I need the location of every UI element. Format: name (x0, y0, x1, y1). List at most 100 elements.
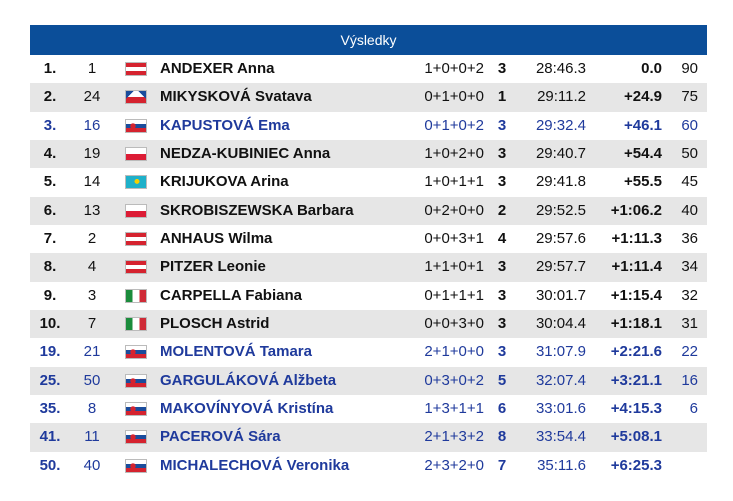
time: 29:32.4 (535, 116, 586, 134)
rank: 4. (43, 144, 57, 162)
time: 32:07.4 (535, 371, 586, 389)
penalties: 3 (497, 173, 507, 191)
behind: +54.4 (624, 144, 662, 162)
shooting: 1+0+1+1 (424, 173, 484, 191)
bib: 14 (83, 173, 101, 191)
time: 33:54.4 (535, 428, 586, 446)
name: PITZER Leonie (160, 258, 266, 276)
time: 29:57.7 (535, 258, 586, 276)
points: 34 (681, 258, 698, 276)
name: ANDEXER Anna (160, 60, 275, 77)
points: 36 (681, 229, 698, 247)
shooting: 1+0+2+0 (424, 144, 484, 162)
rank: 25. (39, 371, 61, 389)
name: MOLENTOVÁ Tamara (160, 343, 312, 361)
penalties: 6 (497, 399, 507, 417)
table-header: Výsledky (30, 25, 707, 55)
penalties: 1 (497, 88, 507, 106)
penalties: 3 (497, 144, 507, 162)
result-row: 41. 11 PACEROVÁ Sára 2+1+3+2 8 33:54.4 +5:08.1 (30, 423, 707, 452)
name: MICHALECHOVÁ Veronika (160, 456, 350, 474)
time: 29:52.5 (535, 201, 586, 219)
result-row: 5. 14 KRIJUKOVA Arina 1+0+1+1 3 29:41.8 +55.5 4… (30, 168, 707, 196)
behind: +1:06.2 (610, 201, 662, 219)
bib: 19 (83, 144, 101, 162)
table-body: 1. 1 ANDEXER Anna 1+0+0+2 3 28:46.3 0.0 90 2. 24 M… (30, 55, 707, 480)
result-row: 35. 8 MAKOVÍNYOVÁ Kristína 1+3+1+1 6 33:01.6 +… (30, 395, 707, 423)
shooting: 2+1+0+0 (424, 343, 484, 361)
rank: 10. (39, 314, 61, 332)
result-row: 19. 21 MOLENTOVÁ Tamara 2+1+0+0 3 31:07.9 +2:2… (30, 338, 707, 366)
flag-icon (125, 203, 147, 218)
shooting: 2+3+2+0 (424, 456, 484, 474)
time: 29:40.7 (535, 144, 586, 162)
flag-icon (125, 118, 147, 133)
name: MAKOVÍNYOVÁ Kristína (160, 399, 334, 417)
points: 45 (681, 173, 698, 191)
bib: 11 (84, 428, 100, 446)
time: 28:46.3 (535, 60, 586, 77)
penalties: 4 (497, 229, 507, 247)
behind: +5:08.1 (610, 428, 662, 446)
result-row: 25. 50 GARGULÁKOVÁ Alžbeta 0+3+0+2 5 32:07.4 +… (30, 366, 707, 395)
points: 6 (689, 399, 698, 417)
bib: 50 (83, 371, 101, 389)
flag-icon (125, 345, 147, 360)
result-row: 6. 13 SKROBISZEWSKA Barbara 0+2+0+0 2 29:52.5… (30, 196, 707, 225)
result-row: 4. 19 NEDZA-KUBINIEC Anna 1+0+2+0 3 29:40.7 +5… (30, 139, 707, 169)
bib: 4 (87, 258, 97, 276)
penalties: 3 (497, 314, 507, 332)
bib: 1 (87, 60, 97, 77)
name: NEDZA-KUBINIEC Anna (160, 144, 331, 162)
rank: 7. (43, 229, 57, 247)
result-row: 2. 24 MIKYSKOVÁ Svatava 0+1+0+0 1 29:11.2 +24.… (30, 83, 707, 112)
bib: 7 (87, 314, 97, 332)
behind: +24.9 (624, 88, 662, 106)
flag-icon (125, 175, 147, 190)
time: 29:11.2 (537, 88, 586, 106)
shooting: 0+2+0+0 (424, 201, 484, 219)
behind: +1:18.1 (610, 314, 662, 332)
bib: 24 (83, 88, 101, 106)
behind: +55.5 (624, 173, 662, 191)
flag-icon (125, 90, 147, 105)
penalties: 2 (497, 201, 507, 219)
behind: +1:11.4 (611, 258, 662, 276)
rank: 19. (39, 343, 61, 361)
name: KAPUSTOVÁ Ema (160, 116, 290, 134)
time: 30:01.7 (535, 286, 586, 304)
rank: 50. (39, 456, 61, 474)
shooting: 0+3+0+2 (424, 371, 484, 389)
behind: 0.0 (641, 60, 662, 77)
name: ANHAUS Wilma (160, 229, 273, 247)
result-row: 50. 40 MICHALECHOVÁ Veronika 2+3+2+0 7 35:11.… (30, 452, 707, 480)
shooting: 0+0+3+1 (424, 229, 484, 247)
rank: 41. (39, 428, 61, 446)
flag-icon (125, 401, 147, 416)
flag-icon (125, 231, 147, 246)
result-row: 3. 16 KAPUSTOVÁ Ema 0+1+0+2 3 29:32.4 +46.1 60 (30, 112, 707, 140)
name: CARPELLA Fabiana (160, 286, 302, 304)
behind: +46.1 (624, 116, 662, 134)
bib: 40 (83, 456, 101, 474)
flag-icon (125, 62, 147, 76)
penalties: 3 (497, 286, 507, 304)
points: 75 (681, 88, 698, 106)
flag-icon (125, 373, 147, 388)
bib: 21 (83, 343, 101, 361)
result-row: 1. 1 ANDEXER Anna 1+0+0+2 3 28:46.3 0.0 90 (30, 55, 707, 83)
penalties: 7 (497, 456, 507, 474)
bib: 13 (83, 201, 101, 219)
points: 16 (681, 371, 698, 389)
result-row: 8. 4 PITZER Leonie 1+1+0+1 3 29:57.7 +1:11.4 34 (30, 253, 707, 282)
bib: 3 (87, 286, 97, 304)
flag-icon (125, 458, 147, 473)
time: 29:57.6 (535, 229, 586, 247)
rank: 8. (43, 258, 57, 276)
result-row: 7. 2 ANHAUS Wilma 0+0+3+1 4 29:57.6 +1:11.3 36 (30, 225, 707, 253)
points: 60 (681, 116, 698, 134)
rank: 6. (43, 201, 57, 219)
name: GARGULÁKOVÁ Alžbeta (160, 371, 337, 389)
shooting: 1+3+1+1 (424, 399, 484, 417)
points: 90 (681, 60, 698, 77)
